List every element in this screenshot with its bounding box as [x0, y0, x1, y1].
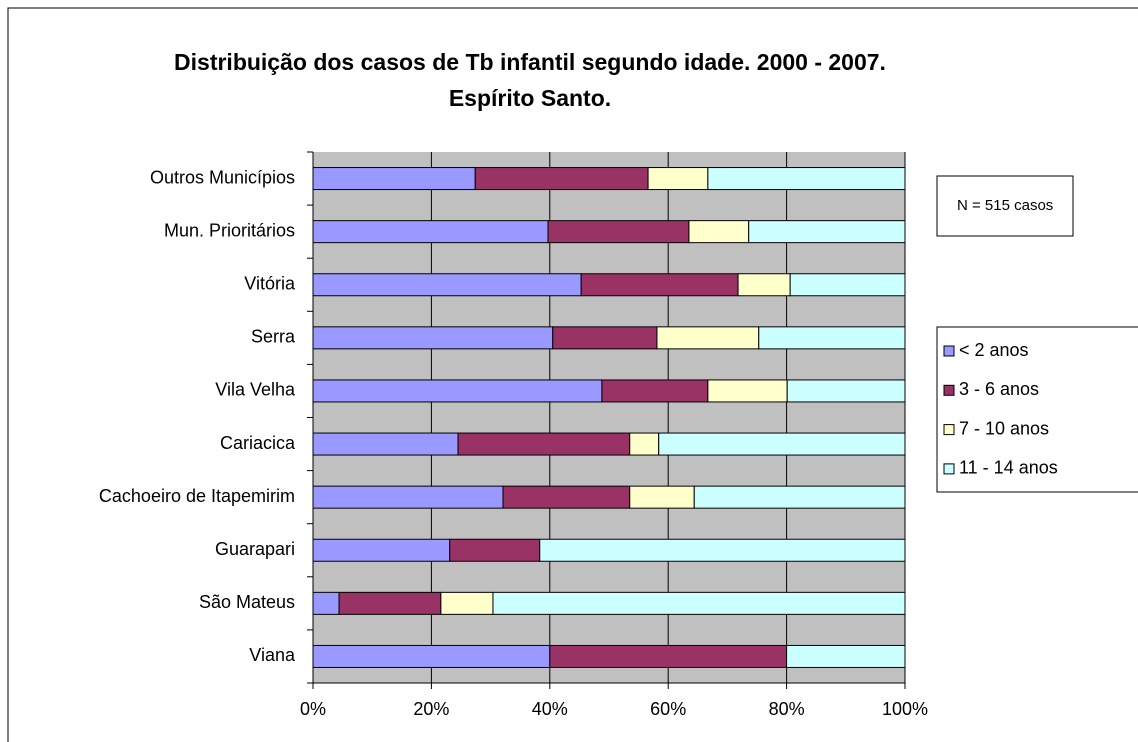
bar-segment [552, 326, 658, 350]
x-tick-label: 80% [769, 699, 805, 719]
bar-segment [312, 432, 459, 456]
y-tick-label: São Mateus [199, 592, 295, 612]
bar-segment [789, 273, 906, 297]
y-tick-label: Serra [251, 327, 296, 347]
x-tick-label: 60% [650, 699, 686, 719]
y-tick-label: Viana [249, 645, 296, 665]
bar-segment [539, 538, 906, 562]
legend-label: 11 - 14 anos [959, 458, 1058, 478]
bar-segment [647, 167, 709, 191]
bar-segment [312, 273, 582, 297]
bar-segment [312, 220, 549, 244]
legend-swatch [943, 345, 955, 357]
bar-segment [786, 644, 906, 668]
bar-segment [758, 326, 906, 350]
bar-segment [312, 167, 476, 191]
bar-segment [312, 538, 451, 562]
bar-segment [440, 591, 494, 615]
bar-segment [580, 273, 739, 297]
x-tick-label: 100% [882, 699, 928, 719]
legend-swatch [943, 463, 955, 475]
bar-segment [549, 644, 788, 668]
y-tick-label: Mun. Prioritários [164, 220, 295, 240]
bar-segment [474, 167, 649, 191]
bar-segment [707, 167, 906, 191]
bar-segment [786, 379, 906, 403]
bar-segment [707, 379, 788, 403]
legend-label: 7 - 10 anos [959, 418, 1049, 438]
bar-segment [737, 273, 791, 297]
x-tick-label: 0% [300, 699, 326, 719]
bar-segment [693, 485, 906, 509]
bar-segment [312, 485, 504, 509]
bar-segment [658, 432, 906, 456]
bar-segment [547, 220, 690, 244]
y-tick-label: Vila Velha [215, 380, 296, 400]
bar-segment [688, 220, 750, 244]
bar-segment [492, 591, 906, 615]
legend-box [936, 326, 1138, 493]
y-tick-label: Outros Municípios [150, 167, 295, 187]
bar-segment [449, 538, 541, 562]
legend-swatch [943, 384, 955, 396]
bar-segment [656, 326, 760, 350]
annotation: N = 515 casos [957, 197, 1053, 214]
annotation-box [936, 175, 1074, 237]
bar-segment [502, 485, 631, 509]
bar-segment [748, 220, 906, 244]
y-tick-label: Cariacica [220, 433, 296, 453]
bar-segment [312, 644, 551, 668]
y-tick-label: Vitória [244, 274, 296, 294]
bar-segment [601, 379, 709, 403]
legend-swatch [943, 424, 955, 436]
bar-segment [312, 379, 603, 403]
legend-label: 3 - 6 anos [959, 379, 1039, 399]
y-tick-label: Guarapari [215, 539, 295, 559]
bar-segment [338, 591, 442, 615]
bar-segment [312, 591, 340, 615]
chart-title: Distribuição dos casos de Tb infantil se… [174, 49, 886, 111]
bar-segment [629, 432, 660, 456]
legend-label: < 2 anos [959, 340, 1029, 360]
bar-segment [629, 485, 695, 509]
bar-segment [312, 326, 554, 350]
x-tick-label: 20% [413, 699, 449, 719]
y-tick-label: Cachoeiro de Itapemirim [99, 486, 295, 506]
x-tick-label: 40% [532, 699, 568, 719]
bar-segment [457, 432, 631, 456]
